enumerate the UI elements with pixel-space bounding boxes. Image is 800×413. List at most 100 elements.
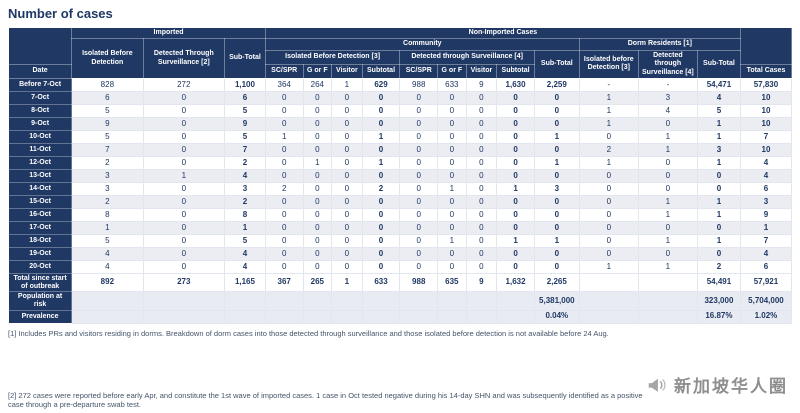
data-cell xyxy=(71,291,144,311)
data-cell: 364 xyxy=(264,77,304,92)
data-cell: 988 xyxy=(399,77,439,92)
data-cell: 1 xyxy=(739,220,793,235)
col-total-cases: Total Cases xyxy=(739,63,793,79)
data-cell: 0 xyxy=(533,142,580,157)
data-cell: 2 xyxy=(264,181,304,196)
data-cell: 0 xyxy=(361,142,401,157)
data-cell: 0 xyxy=(465,103,498,118)
data-cell xyxy=(331,291,363,311)
data-cell: 0 xyxy=(437,220,467,235)
row-label: 11-Oct xyxy=(7,142,73,157)
data-cell: 0 xyxy=(496,129,535,144)
data-cell: 0 xyxy=(302,142,333,157)
data-cell xyxy=(465,291,498,311)
data-cell: 1 xyxy=(578,155,639,170)
data-cell xyxy=(578,309,639,324)
data-cell: 0 xyxy=(496,155,535,170)
data-cell: 0 xyxy=(496,142,535,157)
data-cell xyxy=(361,291,401,311)
data-cell: 8 xyxy=(224,207,266,222)
corner-blank-right xyxy=(739,27,793,65)
data-cell: 0 xyxy=(437,129,467,144)
row-label: 7-Oct xyxy=(7,90,73,105)
data-cell: 0 xyxy=(465,155,498,170)
data-cell: 1 xyxy=(361,155,401,170)
data-cell: 3 xyxy=(224,181,266,196)
data-cell: 1 xyxy=(533,129,580,144)
data-cell: 1 xyxy=(696,155,741,170)
data-cell: 1 xyxy=(696,129,741,144)
data-cell: 0 xyxy=(361,259,401,274)
data-cell: 0 xyxy=(533,90,580,105)
col-group-dorm: Dorm Residents [1] xyxy=(578,38,741,51)
data-cell: 0 xyxy=(399,129,439,144)
data-cell: 0 xyxy=(331,90,363,105)
data-cell: 6 xyxy=(224,90,266,105)
data-cell: 0 xyxy=(361,233,401,248)
data-cell: 1 xyxy=(302,155,333,170)
data-cell: 10 xyxy=(739,90,793,105)
data-cell: 0 xyxy=(331,233,363,248)
table-body: Before 7-Oct 828 272 1,100 364 264 1 629 988 633 9… xyxy=(7,77,793,324)
data-cell: 0 xyxy=(399,194,439,209)
data-cell: 828 xyxy=(71,77,144,92)
data-cell: 0 xyxy=(142,233,226,248)
data-cell: 0 xyxy=(496,220,535,235)
data-cell xyxy=(331,309,363,324)
row-label: 14-Oct xyxy=(7,181,73,196)
data-cell: 0 xyxy=(331,207,363,222)
data-cell: 0 xyxy=(437,155,467,170)
data-cell: 2 xyxy=(696,259,741,274)
data-cell: 57,830 xyxy=(739,77,793,92)
row-label: 8-Oct xyxy=(7,103,73,118)
data-cell: 1 xyxy=(264,129,304,144)
data-cell: 1 xyxy=(696,194,741,209)
data-cell: 2 xyxy=(578,142,639,157)
data-cell: 0 xyxy=(302,246,333,261)
data-cell: 5 xyxy=(71,233,144,248)
row-label: 16-Oct xyxy=(7,207,73,222)
row-label: 17-Oct xyxy=(7,220,73,235)
data-cell: 0 xyxy=(331,259,363,274)
data-cell: 0 xyxy=(264,116,304,131)
data-cell: 1 xyxy=(142,168,226,183)
data-cell xyxy=(361,309,401,324)
data-cell: 0 xyxy=(578,181,639,196)
data-cell: 1 xyxy=(696,116,741,131)
data-cell: 1 xyxy=(533,155,580,170)
table-row: 9-Oct 9 0 9 0 0 0 0 0 0 0 0 0 1 0 1 10 xyxy=(7,116,793,131)
data-cell: 0 xyxy=(437,103,467,118)
data-cell: 0 xyxy=(302,116,333,131)
data-cell: 6 xyxy=(739,259,793,274)
data-cell: 0 xyxy=(399,116,439,131)
col-imported-subtotal: Sub-Total xyxy=(224,38,266,79)
data-cell: 1 xyxy=(637,129,698,144)
data-cell: 0 xyxy=(302,103,333,118)
data-cell: 2 xyxy=(224,194,266,209)
data-cell: 0 xyxy=(399,103,439,118)
data-cell: 0 xyxy=(437,207,467,222)
data-cell: 0 xyxy=(465,259,498,274)
data-cell: 0 xyxy=(578,129,639,144)
data-cell: 0 xyxy=(331,116,363,131)
data-cell: 0 xyxy=(264,233,304,248)
data-cell: 0 xyxy=(302,129,333,144)
row-label: Prevalence xyxy=(7,309,73,324)
table-row: 20-Oct 4 0 4 0 0 0 0 0 0 0 0 0 1 1 2 6 xyxy=(7,259,793,274)
table-row: 18-Oct 5 0 5 0 0 0 0 0 1 0 1 1 0 1 1 7 xyxy=(7,233,793,248)
data-cell: 9 xyxy=(224,116,266,131)
table-row: 17-Oct 1 0 1 0 0 0 0 0 0 0 0 0 0 0 0 1 xyxy=(7,220,793,235)
data-cell: 1 xyxy=(637,194,698,209)
data-cell: 0 xyxy=(578,194,639,209)
data-cell: 0 xyxy=(533,207,580,222)
data-cell: 7 xyxy=(71,142,144,157)
data-cell: 1 xyxy=(437,181,467,196)
data-cell: 2 xyxy=(71,194,144,209)
data-cell: 0 xyxy=(437,142,467,157)
data-cell: 0 xyxy=(399,220,439,235)
data-cell: 0 xyxy=(578,233,639,248)
row-label: 15-Oct xyxy=(7,194,73,209)
data-cell: 0 xyxy=(399,246,439,261)
page-title: Number of cases xyxy=(8,6,113,21)
cases-table: Imported Non-Imported Cases Isolated Bef… xyxy=(7,26,793,324)
